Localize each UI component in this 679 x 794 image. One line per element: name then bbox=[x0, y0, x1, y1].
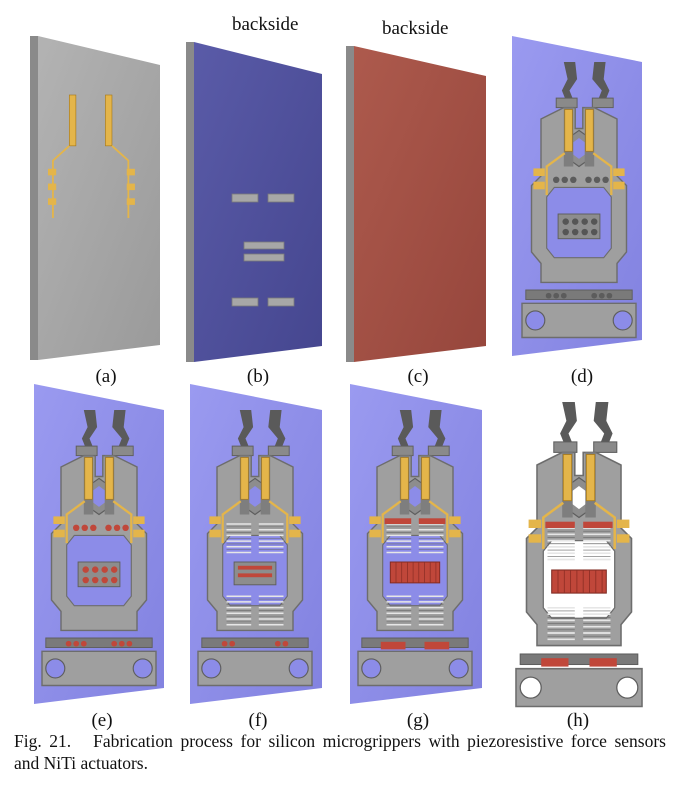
figure-caption: Fig. 21. Fabrication process for silicon … bbox=[14, 730, 666, 774]
panel-label-c: (c) bbox=[407, 366, 429, 387]
panel-h-released-device bbox=[515, 401, 643, 708]
caption-text: Fabrication process for silicon microgri… bbox=[14, 731, 666, 773]
figure-number: Fig. 21. bbox=[14, 731, 72, 751]
panel-label-h: (h) bbox=[566, 710, 590, 731]
panel-f-comb-etch bbox=[190, 384, 322, 704]
panel-d-structured bbox=[512, 36, 642, 356]
panel-label-a: (a) bbox=[95, 366, 117, 387]
panel-a-wafer bbox=[30, 36, 160, 360]
panel-c-backside-layer bbox=[346, 46, 486, 362]
panel-label-f: (f) bbox=[248, 710, 268, 731]
panel-b-backside-oxide bbox=[186, 42, 322, 362]
panel-b-side-label: backside bbox=[232, 14, 299, 35]
panel-c-side-label: backside bbox=[382, 18, 449, 39]
panel-label-g: (g) bbox=[406, 710, 430, 731]
panel-e-niti-deposition bbox=[34, 384, 164, 704]
panel-label-d: (d) bbox=[570, 366, 594, 387]
panel-label-b: (b) bbox=[246, 366, 270, 387]
figure-illustration bbox=[30, 36, 643, 708]
panel-label-e: (e) bbox=[91, 710, 113, 731]
panel-g-actuators bbox=[350, 384, 482, 704]
